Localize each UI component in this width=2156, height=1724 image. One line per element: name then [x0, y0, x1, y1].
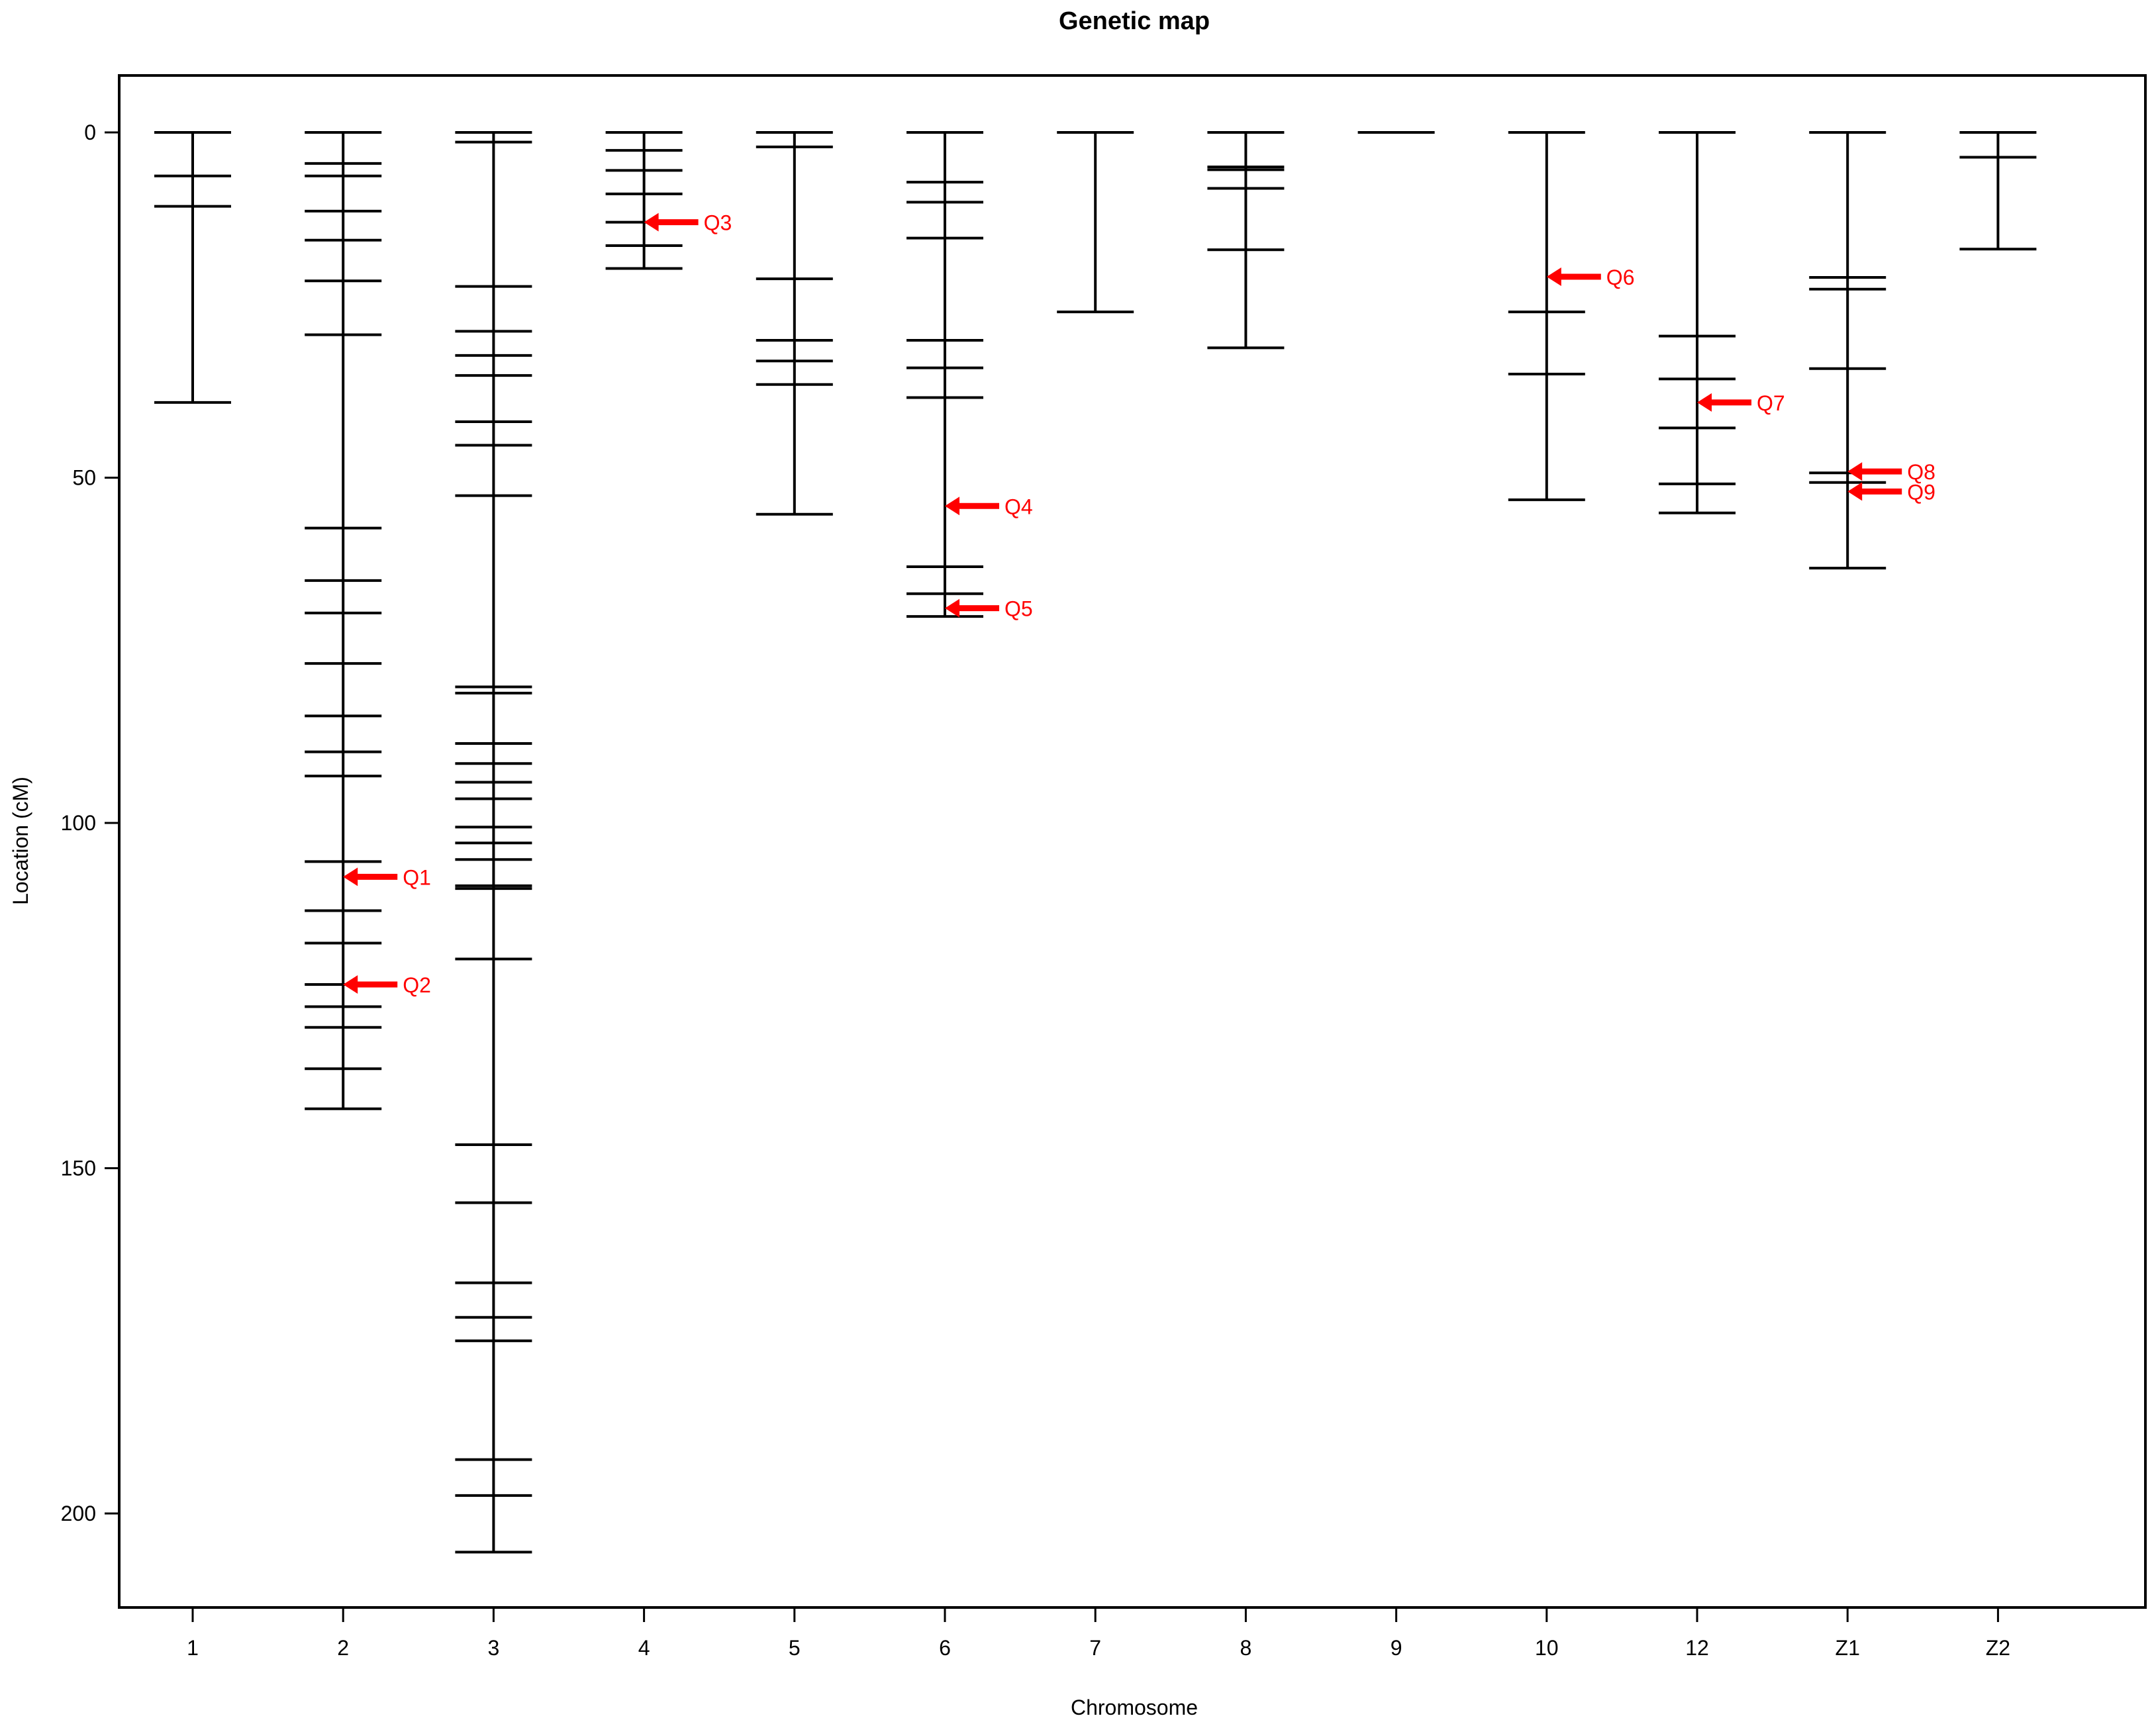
x-tick-label: 10 [1535, 1636, 1559, 1660]
chromosome-3 [455, 131, 532, 1554]
x-tick-label: 12 [1685, 1636, 1709, 1660]
qtl-q5: Q5 [945, 597, 1033, 621]
x-tick-label: 9 [1391, 1636, 1402, 1660]
y-axis-label: Location (cM) [9, 777, 32, 905]
qtl-label: Q5 [1004, 597, 1033, 621]
chromosome-6 [906, 131, 983, 618]
qtl-q9: Q9 [1847, 480, 1936, 504]
x-tick-label: 4 [638, 1636, 650, 1660]
chart-title: Genetic map [1059, 7, 1210, 35]
y-tick-label: 0 [84, 120, 96, 144]
qtl-q7: Q7 [1697, 391, 1785, 415]
qtl-q4: Q4 [945, 495, 1033, 518]
x-axis: 1 2 3 4 5 6 7 8 9 10 12 Z1 Z2 [187, 1607, 2010, 1660]
qtl-q8: Q8 [1847, 460, 1936, 484]
qtl-arrow-head [644, 213, 659, 232]
x-tick-label: 2 [337, 1636, 349, 1660]
x-tick-label: 5 [789, 1636, 801, 1660]
x-tick-label: 7 [1089, 1636, 1101, 1660]
qtl-label: Q1 [403, 865, 431, 889]
qtl-label: Q8 [1907, 460, 1936, 484]
x-tick-label: 6 [939, 1636, 951, 1660]
chromosome-12 [1659, 131, 1736, 514]
chromosome-5 [756, 131, 833, 516]
chromosome-1 [154, 131, 231, 404]
chromosome-2 [305, 131, 382, 1110]
chromosome-8 [1207, 131, 1285, 350]
x-tick-label: Z1 [1836, 1636, 1860, 1660]
qtl-label: Q7 [1757, 391, 1785, 415]
chromosome-7 [1057, 131, 1134, 314]
y-tick-label: 150 [61, 1157, 96, 1180]
qtl-label: Q9 [1907, 480, 1936, 504]
chromosome-bars [154, 131, 2037, 1554]
qtl-q1: Q1 [343, 865, 431, 889]
x-tick-label: 3 [488, 1636, 500, 1660]
qtl-label: Q3 [704, 211, 732, 235]
x-tick-label: Z2 [1986, 1636, 2010, 1660]
chromosome-10 [1508, 131, 1585, 501]
plot-frame [118, 74, 2147, 1609]
qtl-arrow-head [1847, 482, 1863, 501]
qtl-label: Q4 [1004, 495, 1033, 518]
qtl-arrow-head [343, 867, 358, 886]
qtl-arrow-head [343, 975, 358, 994]
y-axis: 0 50 100 150 200 [61, 120, 119, 1525]
qtl-q2: Q2 [343, 973, 431, 997]
qtl-label: Q6 [1606, 265, 1635, 289]
qtl-arrow-head [1697, 393, 1712, 412]
qtl-arrow-head [1847, 462, 1863, 481]
chromosome-Z2 [1959, 131, 2037, 251]
qtl-arrow-head [1546, 267, 1561, 286]
qtl-q6: Q6 [1546, 265, 1635, 289]
y-tick-label: 100 [61, 811, 96, 835]
y-tick-label: 200 [61, 1502, 96, 1525]
y-tick-label: 50 [72, 466, 96, 490]
chromosome-Z1 [1809, 131, 1886, 570]
qtl-arrow-head [945, 497, 959, 516]
x-tick-label: 1 [187, 1636, 199, 1660]
x-axis-label: Chromosome [1071, 1696, 1198, 1719]
qtl-label: Q2 [403, 973, 431, 997]
qtl-arrow-head [945, 599, 959, 618]
x-tick-label: 8 [1240, 1636, 1252, 1660]
qtl-q3: Q3 [644, 211, 732, 235]
